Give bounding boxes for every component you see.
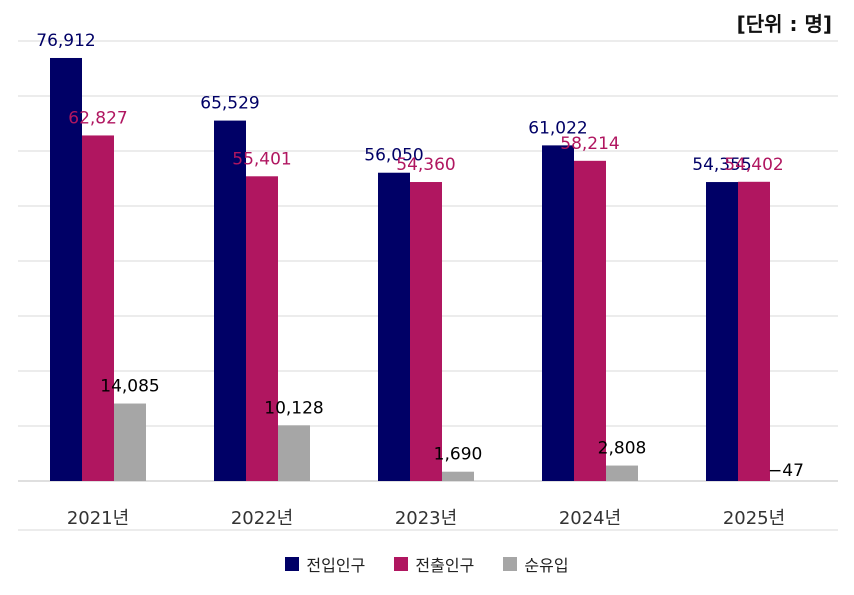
legend-label-net: 순유입 bbox=[524, 556, 569, 575]
data-label-in: 76,912 bbox=[36, 31, 95, 51]
data-label-out: 58,214 bbox=[560, 134, 619, 154]
legend-swatch-out bbox=[394, 557, 409, 571]
data-label-out: 62,827 bbox=[68, 108, 127, 128]
x-tick-label: 2024년 bbox=[559, 508, 621, 529]
data-label-in: 54,355 bbox=[692, 155, 751, 175]
bar-net bbox=[278, 425, 310, 481]
bar-in bbox=[50, 57, 82, 481]
bar-out bbox=[410, 182, 442, 481]
legend-swatch-in bbox=[285, 557, 300, 571]
data-label-out: 55,401 bbox=[232, 149, 291, 169]
data-label-out: 54,402 bbox=[724, 155, 783, 175]
data-label-in: 56,050 bbox=[364, 146, 423, 166]
data-label-net: 14,085 bbox=[100, 377, 159, 397]
bar-out bbox=[574, 160, 606, 481]
bar-out bbox=[82, 135, 114, 481]
legend-swatch-net bbox=[503, 557, 518, 571]
bar-net bbox=[442, 471, 474, 481]
x-tick-label: 2025년 bbox=[723, 508, 785, 529]
data-label-net: 1,690 bbox=[434, 445, 483, 465]
bar-in bbox=[706, 182, 738, 482]
unit-label: [단위 : 명] bbox=[736, 12, 832, 36]
x-tick-label: 2021년 bbox=[67, 508, 129, 529]
data-label-net: 10,128 bbox=[264, 398, 323, 418]
bar-net bbox=[114, 403, 146, 481]
legend-label-in: 전입인구 bbox=[306, 556, 366, 575]
legend-label-out: 전출인구 bbox=[415, 556, 475, 575]
data-label-in: 65,529 bbox=[200, 94, 259, 114]
bar-in bbox=[378, 172, 410, 481]
bar-net bbox=[606, 465, 638, 481]
data-label-in: 61,022 bbox=[528, 118, 587, 138]
bar-out bbox=[246, 176, 278, 481]
data-label-net: 2,808 bbox=[598, 439, 647, 459]
bar-in bbox=[542, 145, 574, 481]
legend: 전입인구 전출인구 순유입 bbox=[0, 552, 854, 576]
data-label-out: 54,360 bbox=[396, 155, 455, 175]
legend-item-out: 전출인구 bbox=[394, 552, 474, 576]
bar-in bbox=[214, 120, 246, 481]
bar-out bbox=[738, 181, 770, 481]
legend-item-in: 전입인구 bbox=[285, 552, 365, 576]
legend-item-net: 순유입 bbox=[503, 552, 569, 576]
data-label-net: −47 bbox=[768, 461, 804, 481]
x-tick-label: 2022년 bbox=[231, 508, 293, 529]
x-tick-label: 2023년 bbox=[395, 508, 457, 529]
